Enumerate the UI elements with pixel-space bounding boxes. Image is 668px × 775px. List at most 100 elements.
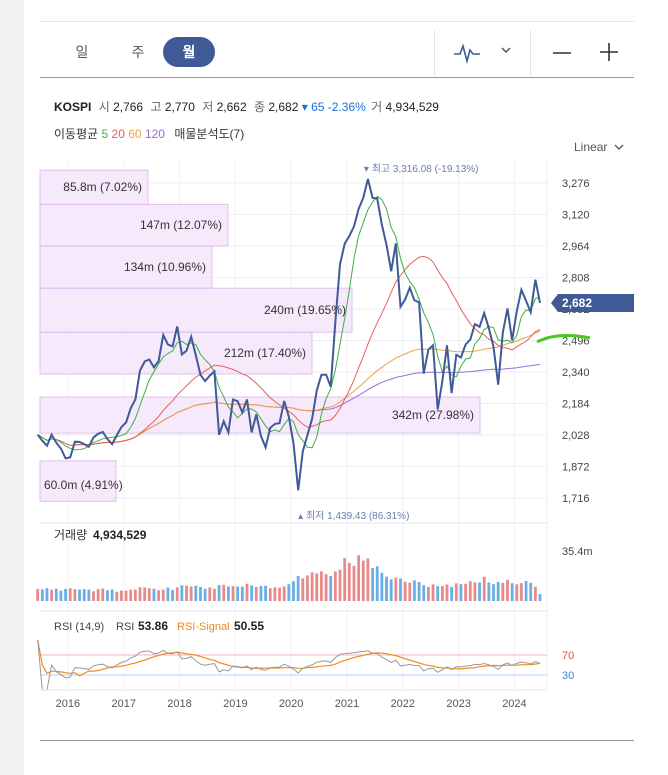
volume-bar (147, 588, 151, 601)
volume-bar (231, 586, 235, 601)
volume-bar (440, 586, 444, 601)
volume-profile-label: 60.0m (4.91%) (44, 478, 123, 492)
x-axis-year-label: 2024 (502, 698, 526, 710)
volume-bar (506, 579, 509, 601)
volume-bar (273, 587, 277, 601)
volume-bar (54, 588, 58, 601)
volume-bar (408, 582, 412, 601)
footer-divider (40, 740, 634, 741)
high-value: 2,770 (164, 100, 195, 114)
volume-bar (487, 582, 491, 601)
volume-bar (282, 586, 286, 601)
minus-icon[interactable] (551, 42, 573, 64)
volume-bar (185, 585, 188, 601)
volume-profile-legend: 매물분석도(7) (174, 127, 245, 141)
volume-bar (203, 588, 207, 601)
moving-average-legend[interactable]: 이동평균 5 20 60 120 매물분석도(7) (54, 125, 244, 142)
volume-bar (194, 585, 198, 601)
volume-bar (399, 578, 402, 601)
volume-bar (217, 585, 221, 601)
tab-weekly[interactable]: 주 (131, 44, 145, 60)
volume-profile-label: 134m (10.96%) (124, 260, 206, 274)
volume-bar (287, 584, 291, 601)
tab-monthly[interactable]: 월 (163, 37, 215, 67)
volume-max-tick: 35.4m (562, 546, 593, 558)
rsi-level-30: 30 (562, 670, 574, 682)
volume-bar (338, 569, 342, 601)
price-axis-tick: 2,808 (562, 273, 590, 285)
price-axis-tick: 2,340 (562, 367, 590, 379)
low-value: 2,662 (216, 100, 247, 114)
moving-average-line (37, 255, 541, 446)
volume-bar (92, 591, 95, 601)
volume-bar (482, 576, 486, 601)
price-axis-tick: 3,276 (562, 178, 590, 190)
volume-bar (73, 589, 77, 601)
x-axis-year-label: 2017 (111, 698, 135, 710)
rsi-level-70: 70 (562, 650, 574, 662)
volume-bar (538, 594, 542, 601)
volume-bar (478, 582, 481, 601)
volume-bar (301, 578, 305, 601)
price-axis-tick: 2,184 (562, 399, 590, 411)
scale-mode-dropdown[interactable]: Linear (574, 140, 624, 154)
ma-20: 20 (111, 127, 125, 141)
high-label: 고 (150, 100, 162, 114)
left-gutter (0, 0, 24, 775)
volume-bar (175, 587, 179, 601)
volume-bar (68, 588, 72, 601)
close-label: 종 (253, 100, 266, 114)
scale-mode-label: Linear (574, 140, 608, 154)
volume-bar (115, 591, 119, 601)
volume-bar (36, 588, 40, 601)
volume-bar (143, 587, 147, 601)
volume-bar (110, 589, 114, 601)
volume-label: 거 (371, 100, 383, 114)
ma-120: 120 (144, 127, 165, 141)
volume-bar (236, 586, 240, 601)
rsi-params-label: RSI (14,9) (54, 621, 104, 633)
line-chart-icon[interactable] (452, 41, 482, 65)
volume-bar (468, 581, 472, 601)
volume-bar (394, 577, 398, 601)
volume-bar (533, 586, 537, 601)
price-axis-tick: 1,716 (562, 493, 590, 505)
current-price-tag (551, 293, 634, 312)
volume-bar (520, 583, 523, 601)
current-price-label: 2,682 (562, 296, 592, 310)
moving-average-line (74, 364, 541, 446)
volume-profile-bar (39, 169, 149, 205)
volume-bar (529, 582, 533, 601)
x-axis-year-label: 2020 (279, 698, 303, 710)
volume-profile-bar (39, 203, 229, 247)
open-value: 2,766 (113, 100, 144, 114)
volume-bar (64, 588, 67, 601)
volume-bar (454, 583, 458, 601)
volume-bar (40, 589, 44, 601)
volume-bar (278, 587, 281, 601)
volume-bar (226, 586, 230, 601)
volume-bar (515, 584, 519, 601)
tab-daily[interactable]: 일 (75, 44, 89, 60)
moving-average-line (37, 330, 541, 446)
volume-bar (320, 571, 323, 601)
chevron-down-icon[interactable] (500, 44, 512, 56)
volume-bar (385, 576, 388, 601)
volume-profile-label: 147m (12.07%) (140, 218, 222, 232)
ma-60: 60 (128, 127, 142, 141)
volume-bar (129, 589, 133, 601)
volume-bar (380, 572, 384, 601)
x-axis-year-label: 2018 (167, 698, 191, 710)
volume-profile-bar (39, 287, 353, 333)
change-value: ▾ 65 -2.36% (301, 100, 366, 114)
rsi-signal-line (37, 639, 541, 677)
volume-bar (171, 589, 174, 601)
volume-bar (161, 589, 165, 601)
volume-bar (101, 588, 105, 601)
plus-icon[interactable] (598, 41, 620, 63)
ma-5: 5 (101, 127, 109, 141)
volume-bar (473, 582, 477, 601)
moving-average-line (37, 195, 541, 451)
volume-bar (124, 590, 128, 601)
volume-bar (222, 584, 226, 601)
